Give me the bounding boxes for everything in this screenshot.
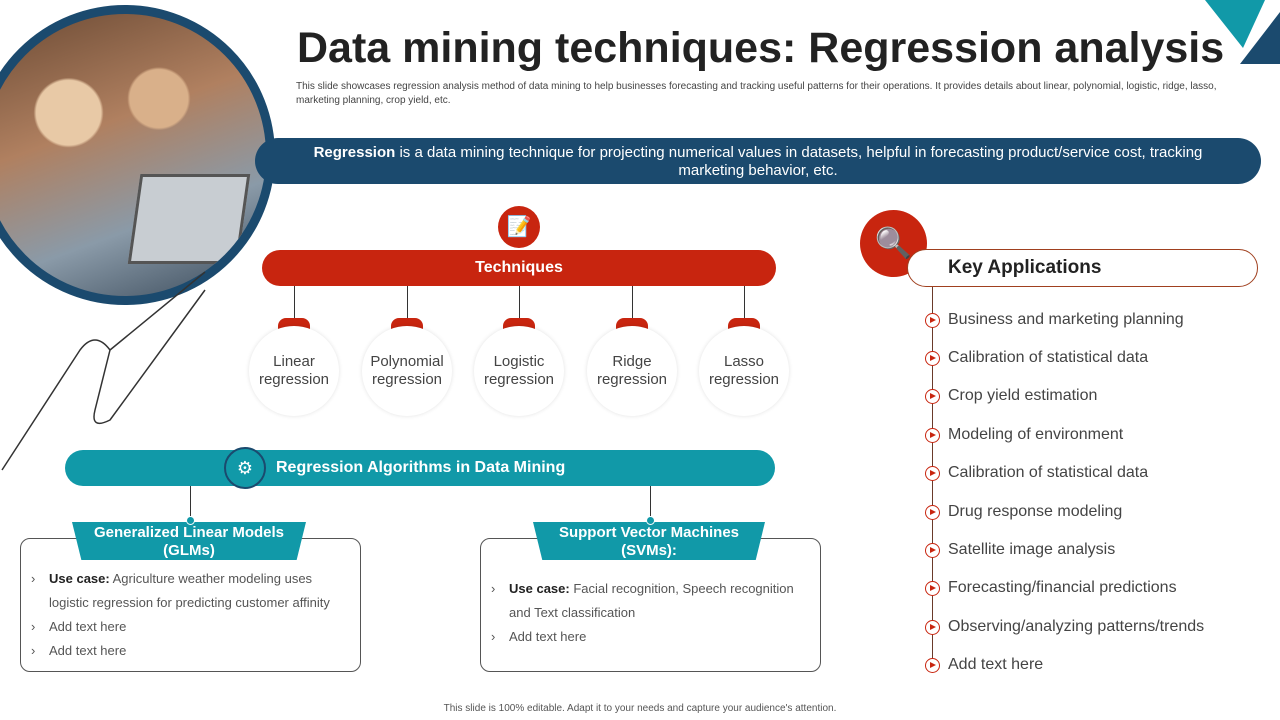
svm-title: Support Vector Machines (SVMs):: [533, 522, 765, 560]
application-item: Observing/analyzing patterns/trends: [925, 618, 1204, 636]
circle-cap: [616, 318, 648, 329]
glm-card: Use case: Agriculture weather modeling u…: [20, 538, 361, 672]
decorative-line: [1, 271, 206, 471]
play-bullet-icon: [925, 657, 940, 673]
usecase-label: Use case:: [49, 571, 110, 586]
application-item: Satellite image analysis: [925, 541, 1115, 559]
connector: [294, 286, 295, 318]
play-bullet-icon: [925, 312, 940, 328]
svm-card: Use case: Facial recognition, Speech rec…: [480, 538, 821, 672]
play-bullet-icon: [925, 619, 940, 635]
application-label: Calibration of statistical data: [948, 464, 1149, 481]
gears-bulb-icon: ⚙: [224, 447, 266, 489]
application-item: Calibration of statistical data: [925, 349, 1148, 367]
circle-cap: [728, 318, 760, 329]
application-label: Satellite image analysis: [948, 541, 1116, 558]
page-title: Data mining techniques: Regression analy…: [297, 24, 1225, 72]
technique-linear: Linear regression: [249, 326, 339, 416]
banner-text: is a data mining technique for projectin…: [395, 144, 1203, 179]
laptop-image: [127, 174, 251, 264]
usecase-text: Agriculture weather modeling uses logist…: [49, 571, 330, 610]
document-icon: 📝: [498, 206, 540, 248]
circle-cap: [278, 318, 310, 329]
svm-usecase: Use case: Facial recognition, Speech rec…: [491, 577, 808, 625]
glm-title: Generalized Linear Models (GLMs): [72, 522, 306, 560]
connector-dot: [186, 516, 195, 525]
glm-usecase: Use case: Agriculture weather modeling u…: [31, 567, 348, 615]
application-label: Observing/analyzing patterns/trends: [948, 618, 1205, 635]
page-subtitle: This slide showcases regression analysis…: [296, 81, 1217, 106]
application-item: Calibration of statistical data: [925, 464, 1148, 482]
play-bullet-icon: [925, 350, 940, 366]
techniques-header: Techniques: [262, 250, 776, 286]
play-bullet-icon: [925, 504, 940, 520]
application-label: Drug response modeling: [948, 503, 1123, 520]
algorithms-header: Regression Algorithms in Data Mining: [65, 450, 775, 486]
play-bullet-icon: [925, 542, 940, 558]
application-item: Modeling of environment: [925, 426, 1123, 444]
glm-item: Add text here: [31, 639, 348, 663]
connector: [407, 286, 408, 318]
play-bullet-icon: [925, 465, 940, 481]
application-item: Crop yield estimation: [925, 387, 1097, 405]
play-bullet-icon: [925, 427, 940, 443]
circle-cap: [503, 318, 535, 329]
glm-item: Add text here: [31, 615, 348, 639]
play-bullet-icon: [925, 580, 940, 596]
technique-lasso: Lasso regression: [699, 326, 789, 416]
application-label: Add text here: [948, 656, 1044, 673]
technique-ridge: Ridge regression: [587, 326, 677, 416]
application-label: Business and marketing planning: [948, 311, 1184, 328]
application-label: Crop yield estimation: [948, 387, 1098, 404]
application-item: Forecasting/financial predictions: [925, 579, 1177, 597]
application-label: Modeling of environment: [948, 426, 1124, 443]
connector: [650, 486, 651, 522]
usecase-label: Use case:: [509, 581, 570, 596]
connector: [632, 286, 633, 318]
svm-item: Add text here: [491, 625, 808, 649]
technique-logistic: Logistic regression: [474, 326, 564, 416]
footer-note: This slide is 100% editable. Adapt it to…: [443, 703, 837, 714]
connector-dot: [646, 516, 655, 525]
application-item: Add text here: [925, 656, 1043, 674]
usecase-text: Facial recognition, Speech recognition a…: [509, 581, 794, 620]
circle-cap: [391, 318, 423, 329]
connector: [519, 286, 520, 318]
people-laptop-photo: [0, 5, 275, 305]
application-item: Business and marketing planning: [925, 311, 1184, 329]
application-item: Drug response modeling: [925, 503, 1122, 521]
banner-bold: Regression: [313, 144, 396, 161]
connector: [190, 486, 191, 522]
play-bullet-icon: [925, 388, 940, 404]
application-label: Calibration of statistical data: [948, 349, 1149, 366]
connector: [744, 286, 745, 318]
technique-polynomial: Polynomial regression: [362, 326, 452, 416]
corner-decoration: [1205, 0, 1280, 64]
key-applications-header: Key Applications: [907, 249, 1258, 287]
definition-banner: Regression is a data mining technique fo…: [255, 138, 1261, 184]
application-label: Forecasting/financial predictions: [948, 579, 1177, 596]
